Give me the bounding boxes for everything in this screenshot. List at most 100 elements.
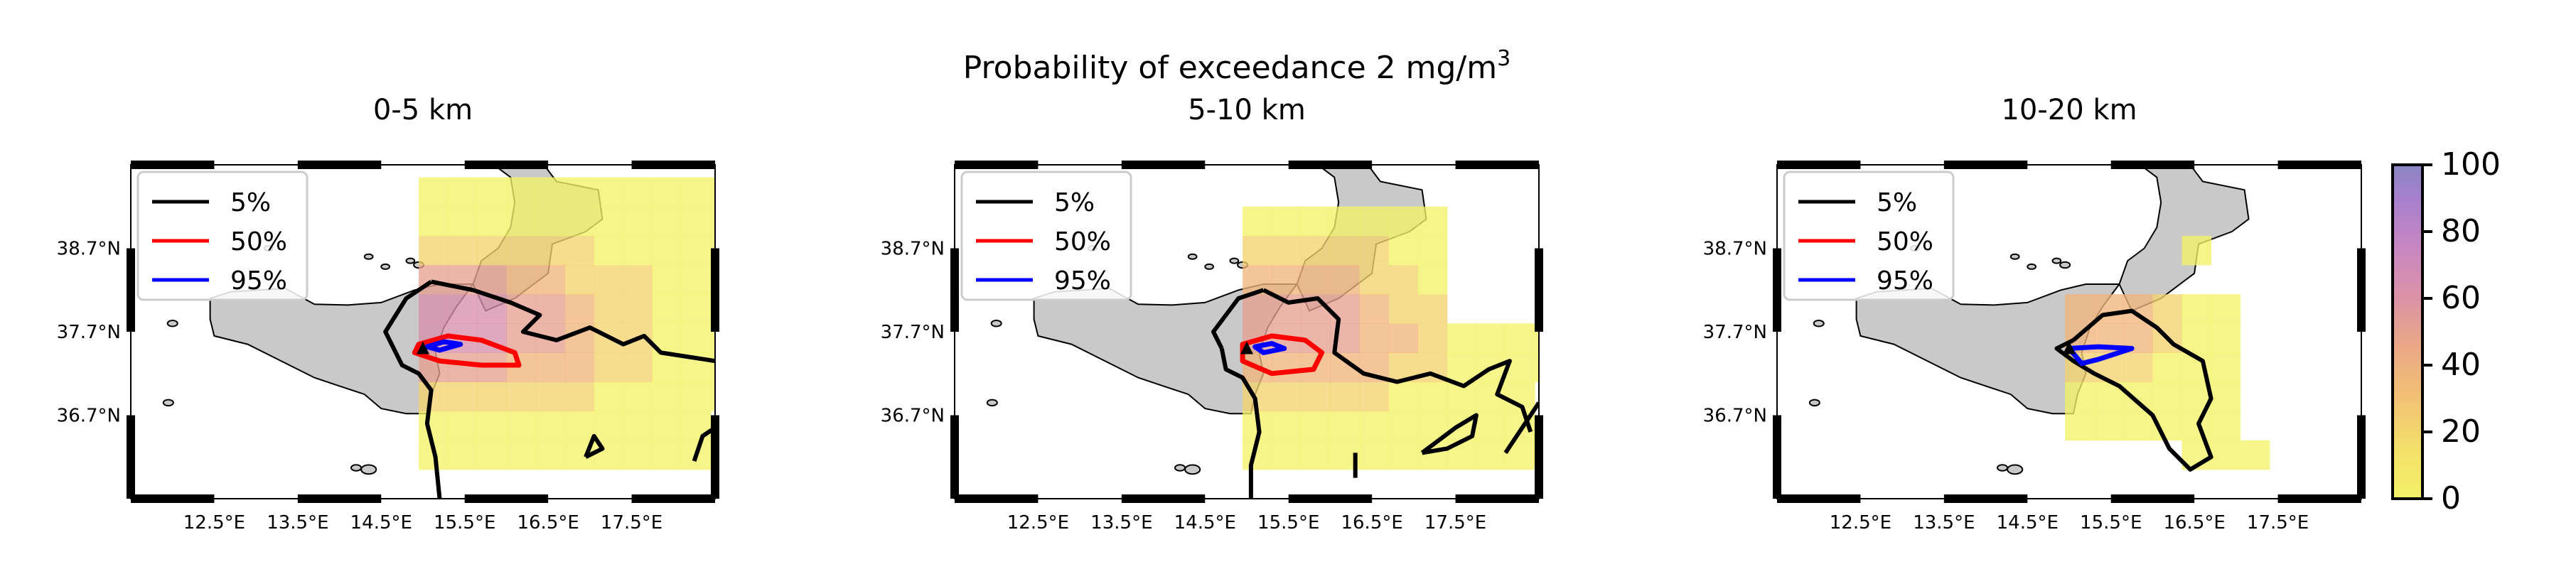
probability-cell bbox=[1359, 323, 1390, 353]
island bbox=[162, 399, 174, 407]
probability-cell bbox=[2181, 235, 2212, 266]
probability-cell bbox=[2181, 323, 2212, 353]
probability-cell bbox=[1272, 265, 1302, 295]
probability-cell bbox=[594, 294, 624, 324]
frame-tick bbox=[955, 161, 1039, 169]
probability-cell bbox=[506, 323, 537, 353]
frame-tick bbox=[1535, 415, 1543, 499]
probability-cell bbox=[1301, 235, 1331, 266]
x-tick-label: 15.5°E bbox=[434, 512, 495, 534]
probability-cell bbox=[682, 235, 712, 266]
probability-cell bbox=[1301, 206, 1331, 237]
probability-cell bbox=[1301, 265, 1331, 295]
probability-cell bbox=[1330, 265, 1361, 295]
x-tick-label: 12.5°E bbox=[183, 512, 245, 534]
island bbox=[2027, 263, 2037, 270]
colorbar-ticks: 0 20 40 60 80 100 bbox=[2422, 146, 2501, 516]
x-tick-label: 16.5°E bbox=[2163, 512, 2225, 534]
probability-cell bbox=[2065, 381, 2095, 412]
contour-5pct bbox=[392, 347, 442, 499]
frame-tick bbox=[2357, 248, 2366, 332]
frame-tick bbox=[955, 494, 1039, 503]
probability-cell bbox=[477, 440, 507, 470]
map-panel-5-10km: 5-10 km 12.5°E 13.5°E 14.5°E 15.5°E 16.5°E 17.… bbox=[881, 94, 1543, 534]
probability-cell bbox=[2181, 411, 2212, 441]
probability-cell bbox=[652, 177, 682, 207]
panel-title: 5-10 km bbox=[1188, 94, 1306, 126]
frame-tick bbox=[131, 161, 215, 169]
probability-cell bbox=[1417, 381, 1448, 412]
legend-label: 50% bbox=[1877, 227, 1933, 256]
frame-tick bbox=[1777, 494, 1861, 503]
colorbar-tick-label: 0 bbox=[2441, 480, 2461, 516]
probability-cell bbox=[2123, 411, 2153, 441]
probability-cell bbox=[711, 177, 715, 207]
frame-tick bbox=[1777, 161, 1861, 169]
contour-5pct bbox=[1211, 288, 1265, 350]
contour-5pct bbox=[584, 433, 605, 459]
frame-tick bbox=[711, 248, 719, 332]
probability-cell bbox=[1301, 381, 1331, 412]
contour-5pct bbox=[383, 280, 433, 350]
probability-cell bbox=[535, 440, 566, 470]
probability-cell bbox=[2152, 381, 2183, 412]
x-tick-label: 13.5°E bbox=[267, 512, 328, 534]
x-tick-label: 16.5°E bbox=[517, 512, 579, 534]
frame-tick bbox=[950, 415, 959, 499]
probability-cell bbox=[564, 177, 595, 207]
probability-cell bbox=[477, 177, 507, 207]
frame-tick bbox=[2277, 161, 2361, 169]
frame-tick bbox=[1455, 494, 1539, 503]
frame-tick bbox=[2110, 161, 2195, 169]
x-tick-label: 15.5°E bbox=[1257, 512, 1319, 534]
legend-box bbox=[960, 170, 1132, 301]
island bbox=[1997, 464, 2009, 472]
probability-cell bbox=[711, 381, 715, 412]
panel-title: 0-5 km bbox=[373, 94, 473, 126]
y-tick-label: 37.7°N bbox=[57, 322, 121, 343]
probability-cell bbox=[477, 235, 507, 266]
legend: 5% 50% 95% bbox=[136, 170, 308, 301]
probability-cell bbox=[535, 265, 566, 295]
probability-cell bbox=[1301, 440, 1331, 470]
probability-cell bbox=[652, 265, 682, 295]
probability-cell bbox=[448, 235, 478, 266]
probability-cell bbox=[2211, 440, 2241, 470]
probability-cell bbox=[1359, 206, 1390, 237]
frame-tick bbox=[1943, 161, 2028, 169]
colorbar: 0 20 40 60 80 100 bbox=[2391, 146, 2501, 516]
probability-cell bbox=[1359, 411, 1390, 441]
contour-5pct bbox=[431, 279, 715, 364]
y-tick-label: 37.7°N bbox=[881, 322, 945, 343]
probability-cell bbox=[535, 235, 566, 266]
legend-label: 50% bbox=[1054, 227, 1111, 256]
probability-cell bbox=[623, 294, 653, 324]
probability-cell bbox=[535, 177, 566, 207]
island bbox=[990, 320, 1002, 327]
colorbar-tick-label: 100 bbox=[2441, 146, 2501, 183]
probability-cell bbox=[506, 235, 537, 266]
probability-cell bbox=[2211, 323, 2241, 353]
x-tick-label: 12.5°E bbox=[1830, 512, 1891, 534]
contour-95pct bbox=[424, 339, 463, 353]
probability-cell bbox=[564, 206, 595, 237]
colorbar-tick-label: 40 bbox=[2441, 347, 2481, 383]
probability-cell bbox=[506, 381, 537, 412]
probability-cell bbox=[1330, 381, 1361, 412]
probability-cell bbox=[535, 411, 566, 441]
probability-cell bbox=[1388, 206, 1419, 237]
island bbox=[1813, 320, 1825, 327]
probability-cell bbox=[477, 381, 507, 412]
probability-cell bbox=[1330, 235, 1361, 266]
frame-tick bbox=[2110, 494, 2195, 503]
probability-cell bbox=[2123, 352, 2153, 382]
probability-cell bbox=[1417, 323, 1448, 353]
colorbar-tick-label: 20 bbox=[2441, 413, 2481, 450]
probability-cell bbox=[1447, 323, 1477, 353]
legend-label: 95% bbox=[230, 266, 287, 296]
probability-cell bbox=[594, 352, 624, 382]
probability-cell bbox=[623, 206, 653, 237]
frame-tick bbox=[297, 161, 382, 169]
probability-cell bbox=[1301, 411, 1331, 441]
